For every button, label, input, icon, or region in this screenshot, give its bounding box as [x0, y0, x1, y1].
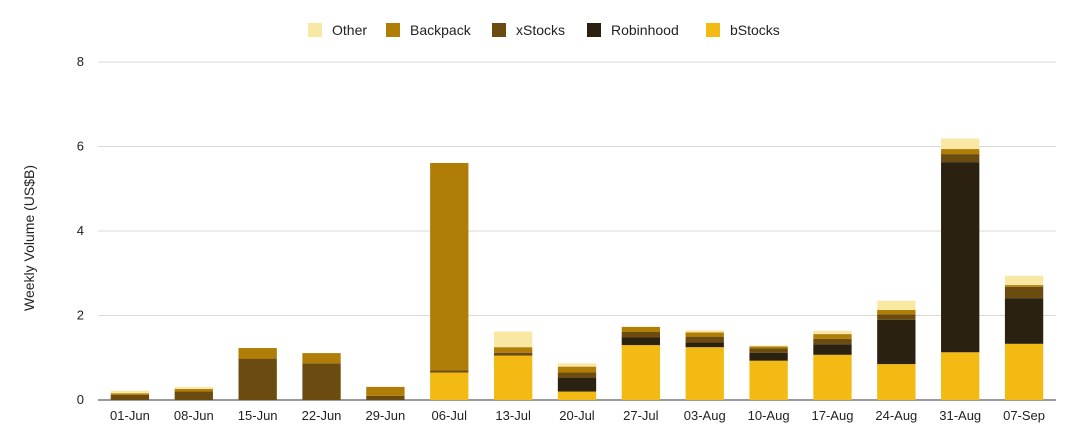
x-tick-label: 22-Jun [302, 408, 342, 423]
x-axis-ticks: 01-Jun 08-Jun 15-Jun 22-Jun 29-Jun 06-Jul 13-J… [110, 408, 1045, 423]
x-tick-label: 08-Jun [174, 408, 214, 423]
bar-segment-other [1004, 275, 1044, 286]
bar-segment-robinhood [685, 342, 724, 348]
bar-segment-other [174, 386, 213, 390]
y-axis-ticks: 0 2 4 6 8 [77, 54, 84, 407]
bar-segment-other [110, 390, 150, 394]
bar-segment-xstocks [557, 372, 597, 378]
x-tick-label: 17-Aug [812, 408, 854, 423]
bar-segment-bstocks [621, 345, 661, 400]
legend-label-xstocks: xStocks [516, 22, 565, 38]
x-tick-label: 20-Jul [559, 408, 595, 423]
bar-segment-robinhood [1004, 298, 1044, 344]
bar-segment-bstocks [493, 355, 533, 400]
x-tick-label: 01-Jun [110, 408, 150, 423]
bar-segment-other [685, 330, 724, 333]
x-tick-label: 27-Jul [623, 408, 659, 423]
legend: Other Backpack xStocks Robinhood bStocks [308, 22, 780, 38]
y-tick-label: 8 [77, 54, 84, 69]
bar-segment-xstocks [941, 154, 980, 163]
x-tick-label: 10-Aug [748, 408, 790, 423]
bar-segment-xstocks [749, 348, 788, 353]
bar-segment-robinhood [621, 337, 661, 346]
bar-segment-backpack [174, 389, 213, 392]
bar-segment-backpack [238, 348, 277, 359]
bar-segment-backpack [430, 162, 469, 371]
x-tick-label: 15-Jun [238, 408, 278, 423]
x-tick-label: 31-Aug [939, 408, 981, 423]
bar-segment-bstocks [877, 364, 916, 400]
bars [110, 138, 1044, 400]
bar-segment-backpack [493, 347, 533, 353]
bar-segment-robinhood [941, 162, 980, 353]
x-tick-label: 24-Aug [875, 408, 917, 423]
bar-segment-xstocks [813, 338, 852, 345]
bar-segment-bstocks [941, 352, 980, 400]
bar-segment-bstocks [557, 391, 597, 400]
bar-segment-backpack [749, 346, 788, 349]
bar-segment-xstocks [1004, 286, 1044, 299]
bar-segment-bstocks [1004, 343, 1044, 400]
x-tick-label: 07-Sep [1003, 408, 1045, 423]
bar-segment-backpack [941, 149, 980, 155]
x-tick-label: 06-Jul [432, 408, 468, 423]
bar-segment-xstocks [493, 352, 533, 356]
y-axis-title: Weekly Volume (US$B) [21, 165, 37, 311]
y-tick-label: 0 [77, 392, 84, 407]
x-tick-label: 29-Jun [366, 408, 406, 423]
bar-segment-robinhood [877, 319, 916, 365]
bar-segment-other [557, 363, 597, 367]
bar-segment-backpack [557, 366, 597, 373]
bar-segment-backpack [366, 386, 405, 396]
bar-segment-bstocks [685, 347, 724, 400]
legend-label-other: Other [332, 22, 367, 38]
legend-label-backpack: Backpack [410, 22, 472, 38]
bar-segment-backpack [621, 326, 661, 332]
bar-segment-backpack [877, 310, 916, 315]
bar-segment-robinhood [749, 352, 788, 361]
bar-segment-backpack [110, 393, 150, 395]
bar-segment-robinhood [813, 344, 852, 355]
bar-segment-bstocks [430, 372, 469, 400]
bar-segment-xstocks [877, 314, 916, 320]
legend-swatch-xstocks [492, 23, 506, 37]
bar-segment-xstocks [302, 363, 341, 400]
legend-swatch-backpack [386, 23, 400, 37]
y-tick-label: 6 [77, 139, 84, 154]
bar-segment-other [749, 345, 788, 347]
legend-label-robinhood: Robinhood [611, 22, 679, 38]
bar-segment-other [493, 331, 533, 348]
bar-segment-xstocks [238, 358, 277, 400]
bar-segment-backpack [813, 334, 852, 339]
y-tick-label: 4 [77, 223, 84, 238]
bar-segment-xstocks [621, 331, 661, 338]
y-tick-label: 2 [77, 308, 84, 323]
x-tick-label: 03-Aug [684, 408, 726, 423]
legend-swatch-robinhood [587, 23, 601, 37]
bar-segment-xstocks [685, 336, 724, 343]
legend-swatch-other [308, 23, 322, 37]
bar-segment-other [813, 330, 852, 335]
x-tick-label: 13-Jul [495, 408, 531, 423]
bar-segment-other [941, 138, 980, 150]
bar-segment-xstocks [366, 395, 405, 400]
bar-segment-backpack [302, 353, 341, 364]
bar-segment-other [877, 300, 916, 311]
bar-segment-xstocks [174, 391, 213, 400]
bar-segment-backpack [685, 332, 724, 337]
bar-segment-backpack [1004, 285, 1044, 287]
bar-segment-xstocks [110, 394, 150, 400]
bar-segment-xstocks [430, 370, 469, 373]
bar-segment-bstocks [813, 354, 852, 400]
legend-swatch-bstocks [706, 23, 720, 37]
legend-label-bstocks: bStocks [730, 22, 780, 38]
bar-segment-robinhood [557, 377, 597, 392]
bar-segment-bstocks [749, 360, 788, 400]
